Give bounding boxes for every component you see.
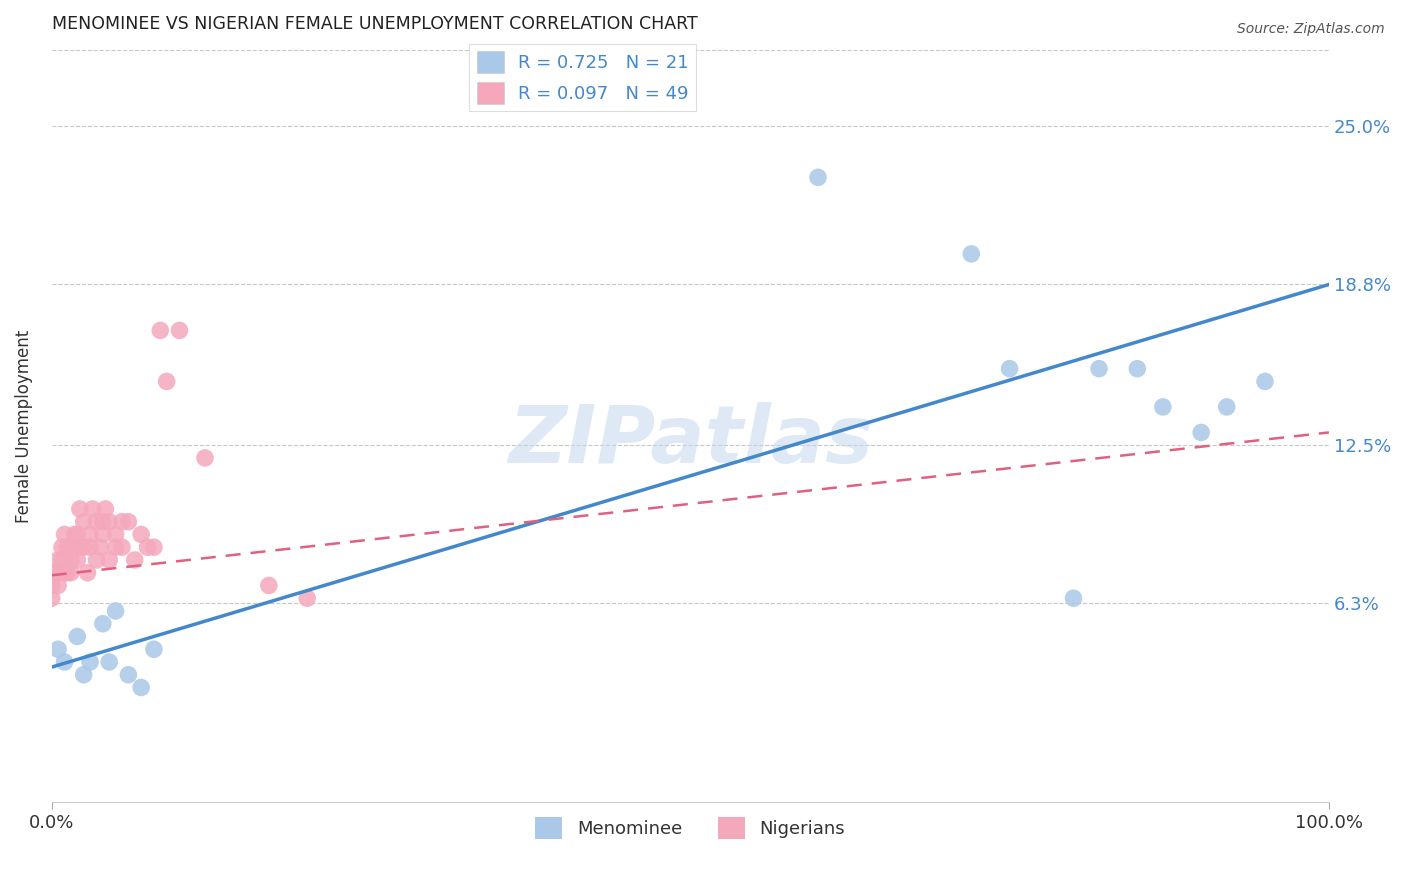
Point — [86, 515, 108, 529]
Point — [94, 502, 117, 516]
Point — [53, 566, 76, 580]
Point — [117, 515, 139, 529]
Point — [63, 527, 86, 541]
Point — [136, 540, 159, 554]
Point — [89, 540, 111, 554]
Point — [1254, 375, 1277, 389]
Point — [104, 604, 127, 618]
Point — [51, 553, 73, 567]
Point — [295, 591, 318, 606]
Point — [117, 667, 139, 681]
Point — [53, 527, 76, 541]
Point — [98, 655, 121, 669]
Point — [69, 540, 91, 554]
Text: MENOMINEE VS NIGERIAN FEMALE UNEMPLOYMENT CORRELATION CHART: MENOMINEE VS NIGERIAN FEMALE UNEMPLOYMEN… — [52, 15, 697, 33]
Point — [169, 323, 191, 337]
Point — [98, 553, 121, 567]
Point — [1088, 361, 1111, 376]
Point — [59, 540, 82, 554]
Legend: Menominee, Nigerians: Menominee, Nigerians — [529, 809, 852, 846]
Point — [1152, 400, 1174, 414]
Point — [111, 540, 134, 554]
Point — [41, 578, 63, 592]
Point — [156, 375, 179, 389]
Point — [79, 527, 101, 541]
Text: ZIPatlas: ZIPatlas — [508, 402, 873, 480]
Point — [194, 450, 217, 465]
Point — [111, 515, 134, 529]
Point — [66, 630, 89, 644]
Point — [1215, 400, 1237, 414]
Point — [41, 591, 63, 606]
Point — [66, 527, 89, 541]
Point — [807, 170, 830, 185]
Point — [124, 553, 146, 567]
Point — [91, 616, 114, 631]
Point — [1062, 591, 1084, 606]
Point — [82, 502, 104, 516]
Point — [69, 502, 91, 516]
Text: Source: ZipAtlas.com: Source: ZipAtlas.com — [1237, 22, 1385, 37]
Point — [46, 642, 69, 657]
Point — [76, 566, 98, 580]
Point — [73, 667, 96, 681]
Point — [41, 566, 63, 580]
Point — [56, 540, 79, 554]
Point — [1189, 425, 1212, 440]
Point — [149, 323, 172, 337]
Point — [59, 566, 82, 580]
Point — [257, 578, 280, 592]
Point — [53, 655, 76, 669]
Point — [46, 566, 69, 580]
Point — [142, 642, 165, 657]
Point — [46, 578, 69, 592]
Point — [129, 681, 152, 695]
Point — [142, 540, 165, 554]
Point — [73, 540, 96, 554]
Point — [46, 553, 69, 567]
Point — [104, 540, 127, 554]
Point — [91, 527, 114, 541]
Point — [98, 515, 121, 529]
Point — [56, 566, 79, 580]
Point — [129, 527, 152, 541]
Point — [91, 515, 114, 529]
Point — [998, 361, 1021, 376]
Point — [1126, 361, 1149, 376]
Point — [66, 553, 89, 567]
Point — [73, 515, 96, 529]
Point — [51, 540, 73, 554]
Point — [104, 527, 127, 541]
Point — [79, 655, 101, 669]
Point — [59, 553, 82, 567]
Point — [960, 247, 983, 261]
Y-axis label: Female Unemployment: Female Unemployment — [15, 329, 32, 523]
Point — [79, 540, 101, 554]
Point — [86, 553, 108, 567]
